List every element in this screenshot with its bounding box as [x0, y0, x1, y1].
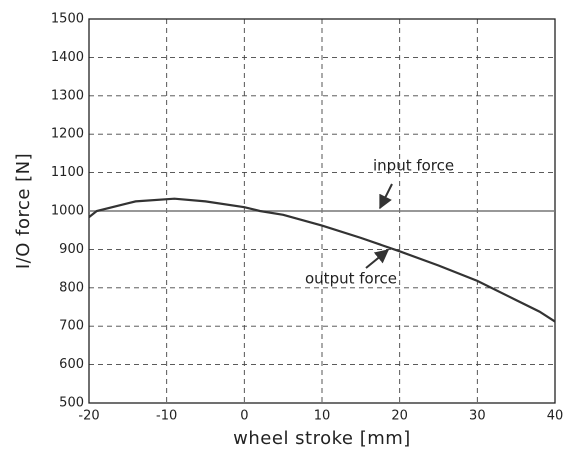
- y-tick-label: 800: [59, 280, 84, 295]
- y-tick-label: 600: [59, 357, 84, 372]
- x-tick-label: -10: [156, 409, 177, 424]
- x-tick-label: 10: [314, 409, 331, 424]
- series-line: [88, 197, 556, 323]
- y-tick-label: 1000: [51, 204, 84, 219]
- annotation: output force: [305, 270, 397, 288]
- x-axis-label: wheel stroke [mm]: [233, 428, 411, 449]
- x-tick-label: -20: [78, 409, 99, 424]
- y-tick-label: 700: [59, 319, 84, 334]
- y-axis-label: I/O force [N]: [13, 153, 34, 269]
- y-tick-label: 1400: [51, 50, 84, 65]
- y-tick-label: 1200: [51, 127, 84, 142]
- annotation-arrow: [365, 249, 390, 269]
- x-tick-label: 30: [469, 409, 486, 424]
- annotation-arrow: [379, 183, 393, 210]
- y-tick-label: 1300: [51, 88, 84, 103]
- x-tick-label: 40: [547, 409, 564, 424]
- y-tick-label: 900: [59, 242, 84, 257]
- y-tick-label: 1500: [51, 12, 84, 27]
- annotation: input force: [373, 157, 454, 175]
- y-tick-label: 1100: [51, 165, 84, 180]
- x-tick-label: 0: [240, 409, 248, 424]
- x-tick-label: 20: [391, 409, 408, 424]
- y-tick-label: 500: [59, 396, 84, 411]
